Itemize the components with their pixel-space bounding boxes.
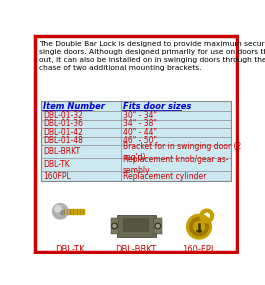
Bar	[117, 215, 156, 237]
Bar	[41, 101, 231, 181]
Text: Fits door sizes: Fits door sizes	[123, 102, 191, 111]
Text: DBL-TK: DBL-TK	[55, 245, 85, 254]
Text: Replacement knob/gear as-
sembly: Replacement knob/gear as- sembly	[123, 155, 228, 175]
Circle shape	[113, 224, 116, 227]
Circle shape	[52, 203, 68, 219]
Circle shape	[55, 206, 61, 212]
Circle shape	[61, 211, 64, 215]
Bar	[111, 218, 118, 234]
Text: DBL-BRKT: DBL-BRKT	[43, 147, 80, 156]
Text: 160FPL: 160FPL	[43, 172, 71, 181]
Text: DBL-01-36: DBL-01-36	[43, 119, 83, 129]
Circle shape	[156, 224, 160, 227]
Text: Replacement cylinder: Replacement cylinder	[123, 172, 206, 181]
Circle shape	[155, 223, 161, 229]
Text: DBL-01-48: DBL-01-48	[43, 136, 83, 145]
Text: Item Number: Item Number	[43, 102, 105, 111]
Bar	[63, 209, 84, 214]
Text: DBL-TK: DBL-TK	[43, 160, 70, 169]
Text: 46" - 50": 46" - 50"	[123, 136, 157, 145]
Text: 30" - 34": 30" - 34"	[123, 111, 157, 120]
Bar	[154, 218, 162, 234]
Text: 40" - 44": 40" - 44"	[123, 128, 157, 137]
Circle shape	[112, 223, 117, 229]
Circle shape	[190, 217, 208, 236]
Bar	[123, 218, 149, 232]
Circle shape	[193, 221, 204, 232]
Text: Bracket for in swinging door (2
req'd): Bracket for in swinging door (2 req'd)	[123, 142, 241, 162]
Text: 34" - 38": 34" - 38"	[123, 119, 157, 129]
Text: DBL-BRKT: DBL-BRKT	[116, 245, 157, 254]
Text: 160-FPL: 160-FPL	[182, 245, 216, 254]
Text: DBL-01-32: DBL-01-32	[43, 111, 83, 120]
Text: The Double Bar Lock is designed to provide maximum security for
single doors. Al: The Double Bar Lock is designed to provi…	[39, 41, 265, 71]
Text: DBL-01-42: DBL-01-42	[43, 128, 83, 137]
Circle shape	[187, 214, 211, 239]
